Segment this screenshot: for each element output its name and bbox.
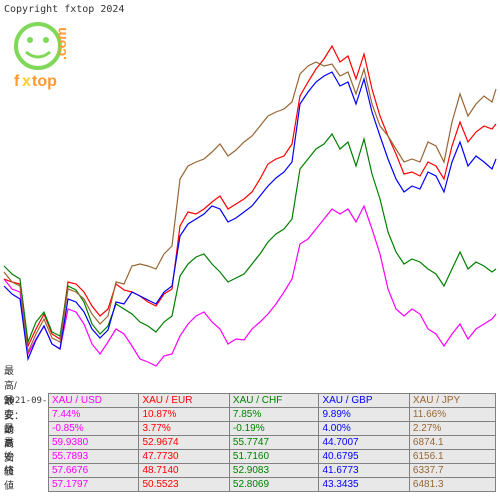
- col-header: XAU / EUR: [139, 394, 229, 408]
- table-row: 57.179750.552352.806943.34356481.3: [49, 478, 496, 492]
- series-xau-gbp: [4, 72, 496, 359]
- price-chart: [0, 14, 500, 406]
- col-header: XAU / CHF: [229, 394, 319, 408]
- table-row: 55.789347.773051.716040.67956156.1: [49, 450, 496, 464]
- table-row: 57.667648.714052.908341.67736337.7: [49, 464, 496, 478]
- data-table: XAU / USD XAU / EUR XAU / CHF XAU / GBP …: [48, 393, 496, 492]
- series-xau-chf: [4, 134, 496, 342]
- col-header: XAU / JPY: [409, 394, 495, 408]
- table-row: 7.44%10.87%7.85%9.89%11.66%: [49, 408, 496, 422]
- table-row: -0.85%3.77%-0.19%4.00%2.27%: [49, 422, 496, 436]
- table-row: 59.938052.967455.774744.70076874.1: [49, 436, 496, 450]
- col-header: XAU / USD: [49, 394, 139, 408]
- series-xau-eur: [4, 46, 496, 346]
- col-header: XAU / GBP: [319, 394, 409, 408]
- table-header-row: XAU / USD XAU / EUR XAU / CHF XAU / GBP …: [49, 394, 496, 408]
